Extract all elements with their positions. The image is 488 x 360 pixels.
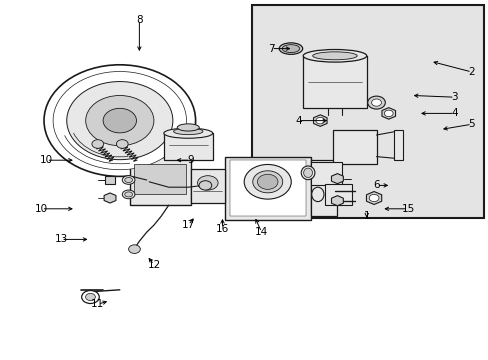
Text: 8: 8 <box>136 15 142 25</box>
Bar <box>310 162 342 185</box>
Text: 4: 4 <box>294 116 301 126</box>
Polygon shape <box>313 115 326 126</box>
Text: 11: 11 <box>91 299 104 309</box>
Circle shape <box>44 65 195 176</box>
Polygon shape <box>366 192 381 204</box>
Circle shape <box>128 245 140 253</box>
Ellipse shape <box>173 128 203 135</box>
Ellipse shape <box>303 50 366 62</box>
Bar <box>190 169 224 203</box>
Text: 1: 1 <box>363 211 369 221</box>
Circle shape <box>103 108 136 133</box>
Polygon shape <box>105 176 115 184</box>
Circle shape <box>257 174 277 189</box>
Text: 16: 16 <box>215 224 229 234</box>
Ellipse shape <box>303 168 312 177</box>
Polygon shape <box>104 193 116 203</box>
Bar <box>251 5 483 218</box>
Text: 4: 4 <box>450 108 457 118</box>
Text: 3: 3 <box>450 92 457 102</box>
Bar <box>163 133 212 160</box>
Bar <box>332 130 376 164</box>
Ellipse shape <box>282 45 299 53</box>
Circle shape <box>81 291 99 303</box>
Bar <box>310 160 337 216</box>
Circle shape <box>384 110 392 117</box>
Text: 15: 15 <box>401 204 414 214</box>
Ellipse shape <box>122 190 135 199</box>
Ellipse shape <box>279 43 302 54</box>
Ellipse shape <box>252 171 282 193</box>
Text: 10: 10 <box>35 204 48 214</box>
Polygon shape <box>381 108 395 119</box>
Ellipse shape <box>124 177 132 183</box>
Ellipse shape <box>122 176 135 184</box>
Bar <box>134 164 185 194</box>
Polygon shape <box>331 196 343 206</box>
Circle shape <box>85 293 95 301</box>
Text: 2: 2 <box>468 67 474 77</box>
Ellipse shape <box>197 176 218 190</box>
Circle shape <box>66 82 173 160</box>
Ellipse shape <box>301 166 314 180</box>
Text: 10: 10 <box>40 155 53 165</box>
Polygon shape <box>331 174 343 184</box>
Circle shape <box>199 181 211 190</box>
Ellipse shape <box>312 52 357 60</box>
Bar <box>229 160 305 216</box>
Text: 17: 17 <box>181 220 195 230</box>
Ellipse shape <box>311 187 323 202</box>
Bar <box>325 184 351 205</box>
Ellipse shape <box>163 128 212 138</box>
Text: 7: 7 <box>267 44 274 54</box>
Circle shape <box>85 95 154 146</box>
Circle shape <box>116 140 128 148</box>
Bar <box>393 130 403 160</box>
Text: 9: 9 <box>187 155 194 165</box>
Bar <box>129 157 190 205</box>
Bar <box>303 56 366 108</box>
Bar <box>224 157 310 220</box>
Ellipse shape <box>124 192 132 197</box>
Circle shape <box>368 194 378 202</box>
Text: 5: 5 <box>468 119 474 129</box>
Ellipse shape <box>177 124 199 131</box>
Ellipse shape <box>244 165 291 199</box>
Text: 14: 14 <box>254 227 268 237</box>
Text: 12: 12 <box>147 260 161 270</box>
Circle shape <box>53 72 186 170</box>
Circle shape <box>315 117 324 124</box>
Circle shape <box>367 96 385 109</box>
Circle shape <box>371 99 381 106</box>
Circle shape <box>92 140 103 148</box>
Text: 13: 13 <box>54 234 68 244</box>
Text: 6: 6 <box>372 180 379 190</box>
